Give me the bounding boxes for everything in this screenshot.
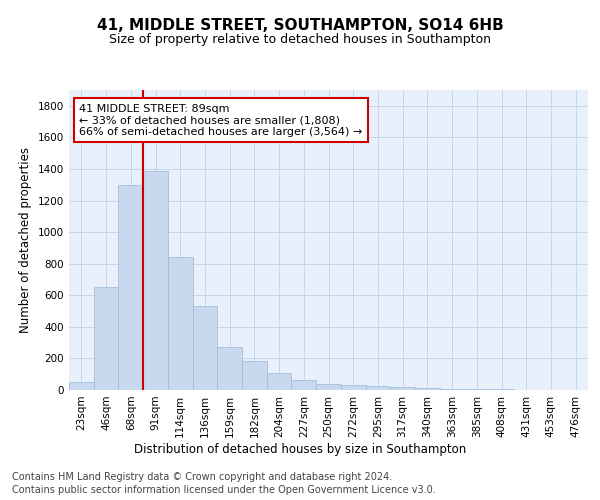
Bar — [242, 361, 267, 390]
Text: Contains public sector information licensed under the Open Government Licence v3: Contains public sector information licen… — [12, 485, 436, 495]
Text: 41, MIDDLE STREET, SOUTHAMPTON, SO14 6HB: 41, MIDDLE STREET, SOUTHAMPTON, SO14 6HB — [97, 18, 503, 32]
Bar — [193, 306, 217, 390]
Text: Distribution of detached houses by size in Southampton: Distribution of detached houses by size … — [134, 442, 466, 456]
Bar — [292, 380, 316, 390]
Bar — [267, 374, 292, 390]
Y-axis label: Number of detached properties: Number of detached properties — [19, 147, 32, 333]
Bar — [316, 384, 341, 390]
Text: Contains HM Land Registry data © Crown copyright and database right 2024.: Contains HM Land Registry data © Crown c… — [12, 472, 392, 482]
Bar — [341, 386, 365, 390]
Bar — [168, 258, 193, 390]
Bar — [217, 348, 242, 390]
Bar — [440, 388, 464, 390]
Bar — [390, 387, 415, 390]
Bar — [464, 389, 489, 390]
Bar — [118, 184, 143, 390]
Text: Size of property relative to detached houses in Southampton: Size of property relative to detached ho… — [109, 32, 491, 46]
Bar — [94, 288, 118, 390]
Bar — [69, 382, 94, 390]
Bar — [365, 386, 390, 390]
Text: 41 MIDDLE STREET: 89sqm
← 33% of detached houses are smaller (1,808)
66% of semi: 41 MIDDLE STREET: 89sqm ← 33% of detache… — [79, 104, 362, 136]
Bar — [415, 388, 440, 390]
Bar — [489, 389, 514, 390]
Bar — [143, 170, 168, 390]
